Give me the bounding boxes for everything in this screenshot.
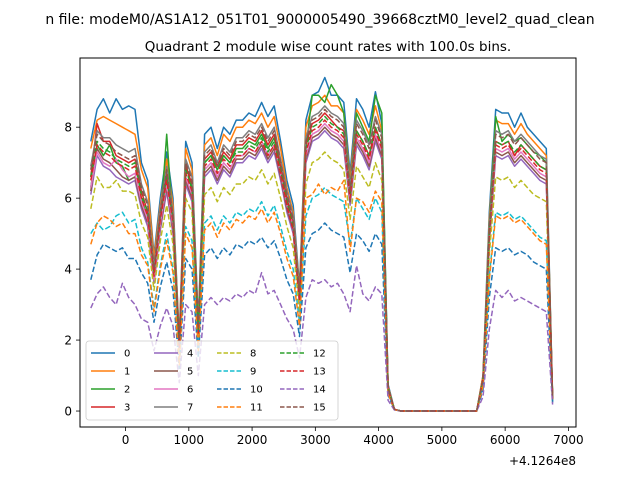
y-tick-label: 0: [64, 405, 72, 419]
x-tick-label: 0: [122, 433, 130, 447]
y-tick-label: 4: [64, 263, 72, 277]
legend-label-12: 12: [313, 349, 326, 360]
plot-lines: [90, 76, 554, 412]
legend-label-9: 9: [250, 367, 256, 378]
series-line-14: [90, 264, 554, 412]
x-offset-label: +4.1264e8: [509, 454, 576, 468]
legend-label-14: 14: [313, 385, 326, 396]
y-axis-ticks: 0 2 4 6 8: [64, 121, 80, 419]
legend-label-11: 11: [250, 403, 263, 414]
series-line-9: [90, 186, 554, 412]
figure-suptitle: n file: modeM0/AS1A12_051T01_9000005490_…: [45, 12, 594, 28]
y-tick-label: 6: [64, 192, 72, 206]
x-tick-label: 2000: [237, 433, 268, 447]
legend-label-3: 3: [124, 403, 130, 414]
legend-label-6: 6: [187, 385, 193, 396]
legend-label-10: 10: [250, 385, 263, 396]
legend-label-5: 5: [187, 367, 193, 378]
x-tick-label: 4000: [363, 433, 394, 447]
legend-label-1: 1: [124, 367, 130, 378]
legend-label-0: 0: [124, 349, 130, 360]
x-tick-label: 7000: [553, 433, 584, 447]
axes-frame: [79, 57, 577, 428]
series-line-13: [90, 119, 554, 412]
y-tick-label: 8: [64, 121, 72, 135]
legend-label-8: 8: [250, 349, 256, 360]
chart-title: Quadrant 2 module wise count rates with …: [145, 39, 511, 55]
x-tick-label: 1000: [174, 433, 205, 447]
legend-label-2: 2: [124, 385, 130, 396]
y-tick-label: 2: [64, 334, 72, 348]
legend-box: [85, 340, 339, 421]
legend-label-4: 4: [187, 349, 193, 360]
legend-label-15: 15: [313, 403, 326, 414]
x-axis-ticks: 0 1000 2000 3000 4000 5000 6000 7000: [122, 427, 584, 447]
series-line-15: [90, 108, 554, 412]
legend-label-7: 7: [187, 403, 193, 414]
x-tick-label: 6000: [490, 433, 521, 447]
x-tick-label: 3000: [300, 433, 331, 447]
x-tick-label: 5000: [427, 433, 458, 447]
legend-label-13: 13: [313, 367, 326, 378]
